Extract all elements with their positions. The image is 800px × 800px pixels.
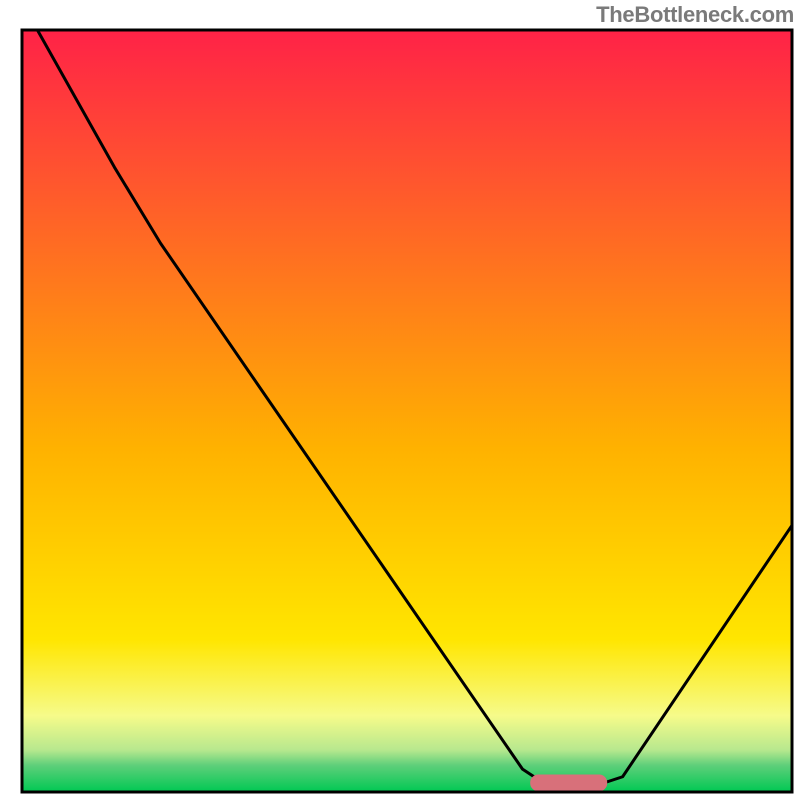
root-container: TheBottleneck.com [0,0,800,800]
plot-area [22,30,792,792]
gradient-background [22,30,792,792]
optimal-range-marker [530,774,607,791]
bottleneck-chart [0,0,800,800]
